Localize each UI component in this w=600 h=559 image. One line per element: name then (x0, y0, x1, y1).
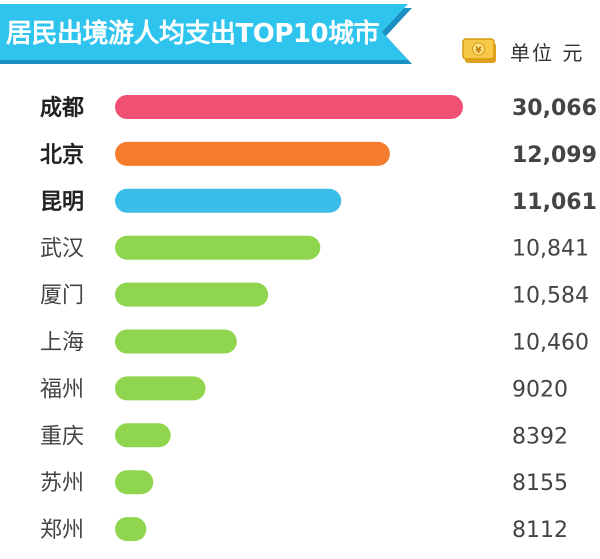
bar (115, 376, 206, 401)
unit-indicator: ¥ 单位 元 (462, 34, 584, 68)
bar (115, 95, 463, 119)
unit-label: 单位 元 (510, 40, 585, 65)
bar (115, 188, 342, 213)
value-label: 8155 (512, 471, 568, 496)
value-label: 30,066 (512, 96, 597, 121)
bar (115, 470, 154, 495)
title-banner (0, 4, 412, 64)
bar (115, 517, 147, 542)
category-label: 北京 (40, 142, 84, 168)
value-label: 8112 (512, 518, 568, 543)
value-label: 8392 (512, 424, 568, 449)
value-label: 10,460 (512, 331, 589, 356)
bar (115, 423, 171, 448)
bar (115, 282, 269, 307)
chart-title: 居民出境游人均支出TOP10城市 (6, 19, 380, 49)
bar (115, 235, 321, 260)
bar (115, 329, 237, 354)
category-label: 重庆 (40, 424, 84, 449)
value-label: 9020 (512, 377, 568, 402)
category-label: 苏州 (40, 471, 84, 496)
category-label: 武汉 (40, 237, 84, 262)
value-label: 11,061 (512, 190, 597, 215)
value-label: 10,841 (512, 237, 589, 262)
title-banner-bg (0, 4, 408, 60)
money-bill-icon: ¥ (462, 38, 496, 63)
value-label: 10,584 (512, 284, 589, 309)
category-label: 成都 (40, 96, 84, 121)
category-label: 郑州 (40, 518, 84, 543)
svg-text:¥: ¥ (475, 46, 482, 56)
category-label: 福州 (40, 377, 84, 402)
category-label: 昆明 (40, 190, 84, 215)
category-label: 上海 (40, 331, 84, 356)
value-label: 12,099 (512, 143, 597, 168)
category-label: 厦门 (40, 284, 84, 309)
bar (115, 141, 390, 166)
